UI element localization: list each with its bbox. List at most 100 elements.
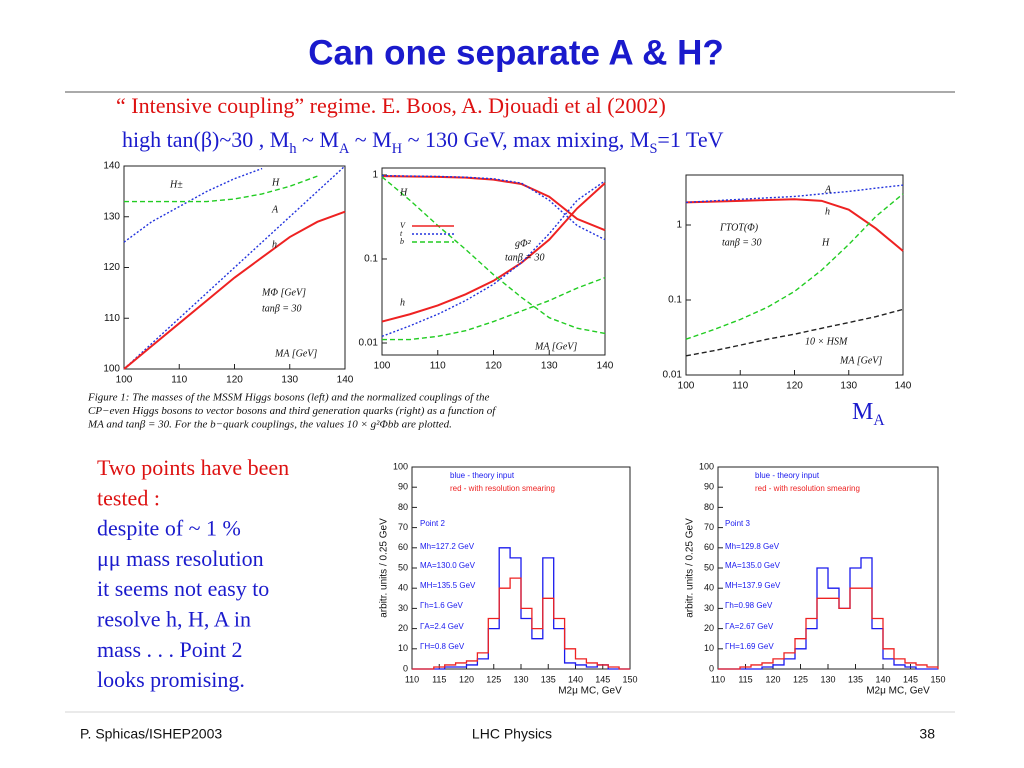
annotation: tanβ = 30 — [262, 303, 302, 314]
footer-center: LHC Physics — [472, 726, 552, 742]
annotation: h — [825, 206, 830, 217]
footer-left: P. Sphicas/ISHEP2003 — [80, 726, 222, 742]
text-segment: =1 TeV — [657, 127, 723, 152]
annotation: MA=130.0 GeV — [420, 561, 476, 570]
subscript: S — [649, 141, 657, 157]
x-tick-label: 100 — [678, 381, 695, 392]
subscript: A — [339, 141, 350, 157]
annotation: tanβ = 30 — [722, 237, 762, 248]
x-tick-label: 120 — [485, 361, 502, 372]
annotation: h — [272, 239, 277, 250]
y-tick-label: 40 — [704, 583, 714, 593]
y-tick-label: 10 — [704, 643, 714, 653]
x-tick-label: 135 — [848, 674, 863, 684]
body-text: μμ mass resolution — [97, 546, 264, 571]
y-tick-label: 1 — [676, 220, 682, 231]
y-tick-label: 20 — [704, 623, 714, 633]
y-tick-label: 120 — [103, 262, 120, 273]
y-tick-label: 40 — [398, 583, 408, 593]
y-tick-label: 10 — [398, 643, 408, 653]
y-tick-label: 0 — [709, 663, 714, 673]
annotation: H — [271, 177, 280, 188]
y-tick-label: 50 — [704, 562, 714, 572]
curve — [381, 182, 606, 323]
x-tick-label: 110 — [430, 361, 446, 372]
x-tick-label: 110 — [171, 375, 187, 386]
annotation: red - with resolution smearing — [450, 484, 555, 493]
x-tick-label: 120 — [226, 375, 243, 386]
annotation: tanβ = 30 — [505, 252, 545, 263]
curve — [382, 276, 606, 341]
annotation: blue - theory input — [450, 471, 515, 480]
figure-caption: CP−even Higgs bosons to vector bosons an… — [88, 405, 497, 417]
histogram-steps — [412, 577, 630, 670]
text-segment: ~ M — [296, 127, 338, 152]
x-tick-label: 140 — [895, 381, 912, 392]
y-tick-label: 100 — [393, 461, 408, 471]
annotation: blue - theory input — [755, 471, 820, 480]
x-tick-label: 115 — [738, 674, 752, 684]
annotation: ΓH=0.8 GeV — [420, 642, 465, 651]
annotation: ΓA=2.67 GeV — [725, 622, 774, 631]
x-tick-label: 100 — [374, 361, 391, 372]
annotation: A — [824, 184, 832, 195]
annotation: A — [271, 204, 279, 215]
y-tick-label: 100 — [699, 461, 714, 471]
annotation: MH=137.9 GeV — [725, 581, 781, 590]
annotation: MA [GeV] — [534, 341, 577, 352]
x-tick-label: 140 — [597, 361, 614, 372]
body-text: it seems not easy to — [97, 576, 269, 601]
curve — [685, 198, 904, 252]
x-tick-label: 130 — [513, 674, 528, 684]
y-tick-label: 80 — [704, 502, 714, 512]
curve — [685, 193, 904, 340]
y-tick-label: 50 — [398, 562, 408, 572]
annotation: Γh=0.98 GeV — [725, 601, 773, 610]
x-tick-label: 140 — [337, 375, 354, 386]
annotation: red - with resolution smearing — [755, 484, 860, 493]
axis-note: MA — [852, 399, 885, 430]
curve — [123, 210, 346, 370]
annotation: MA=135.0 GeV — [725, 561, 781, 570]
curve — [685, 308, 904, 357]
x-tick-label: 130 — [541, 361, 558, 372]
body-text: mass . . . Point 2 — [97, 637, 242, 662]
histogram-chart: 110 115 120 125 130 135 140 145 150 0 10 20 30 40 50 60… — [685, 461, 946, 696]
x-tick-label: 150 — [622, 674, 637, 684]
y-tick-label: 130 — [103, 211, 120, 222]
annotation: H — [821, 237, 830, 248]
x-tick-label: 110 — [711, 674, 725, 684]
subscript: h — [289, 141, 296, 157]
figure-caption: Figure 1: The masses of the MSSM Higgs b… — [87, 392, 489, 404]
x-tick-label: 130 — [820, 674, 835, 684]
x-tick-label: 115 — [432, 674, 446, 684]
y-tick-label: 90 — [704, 482, 714, 492]
annotation: h — [400, 297, 405, 308]
x-tick-label: 120 — [765, 674, 780, 684]
curve — [123, 167, 263, 243]
annotation: Point 2 — [420, 519, 445, 528]
x-tick-label: 145 — [903, 674, 918, 684]
y-tick-label: 80 — [398, 502, 408, 512]
annotation: MA [GeV] — [839, 355, 882, 366]
y-tick-label: 0.01 — [359, 338, 379, 349]
x-tick-label: 135 — [541, 674, 556, 684]
annotation: gΦ² — [515, 238, 532, 249]
figure-caption: MA and tanβ = 30. For the b−quark coupli… — [87, 419, 452, 431]
subscript: A — [873, 412, 885, 429]
x-tick-label: 130 — [281, 375, 298, 386]
y-tick-label: 70 — [398, 522, 408, 532]
reference: “ Intensive coupling” regime. E. Boos, A… — [116, 93, 666, 118]
annotation: ΓH=1.69 GeV — [725, 642, 774, 651]
annotation: MA [GeV] — [274, 348, 317, 359]
x-tick-label: 140 — [568, 674, 583, 684]
x-tick-label: 110 — [405, 674, 419, 684]
y-tick-label: 30 — [398, 603, 408, 613]
body-text: looks promising. — [97, 667, 245, 692]
page-number: 38 — [919, 726, 935, 742]
text-segment: M — [852, 399, 873, 425]
body-text: tested : — [97, 485, 160, 510]
